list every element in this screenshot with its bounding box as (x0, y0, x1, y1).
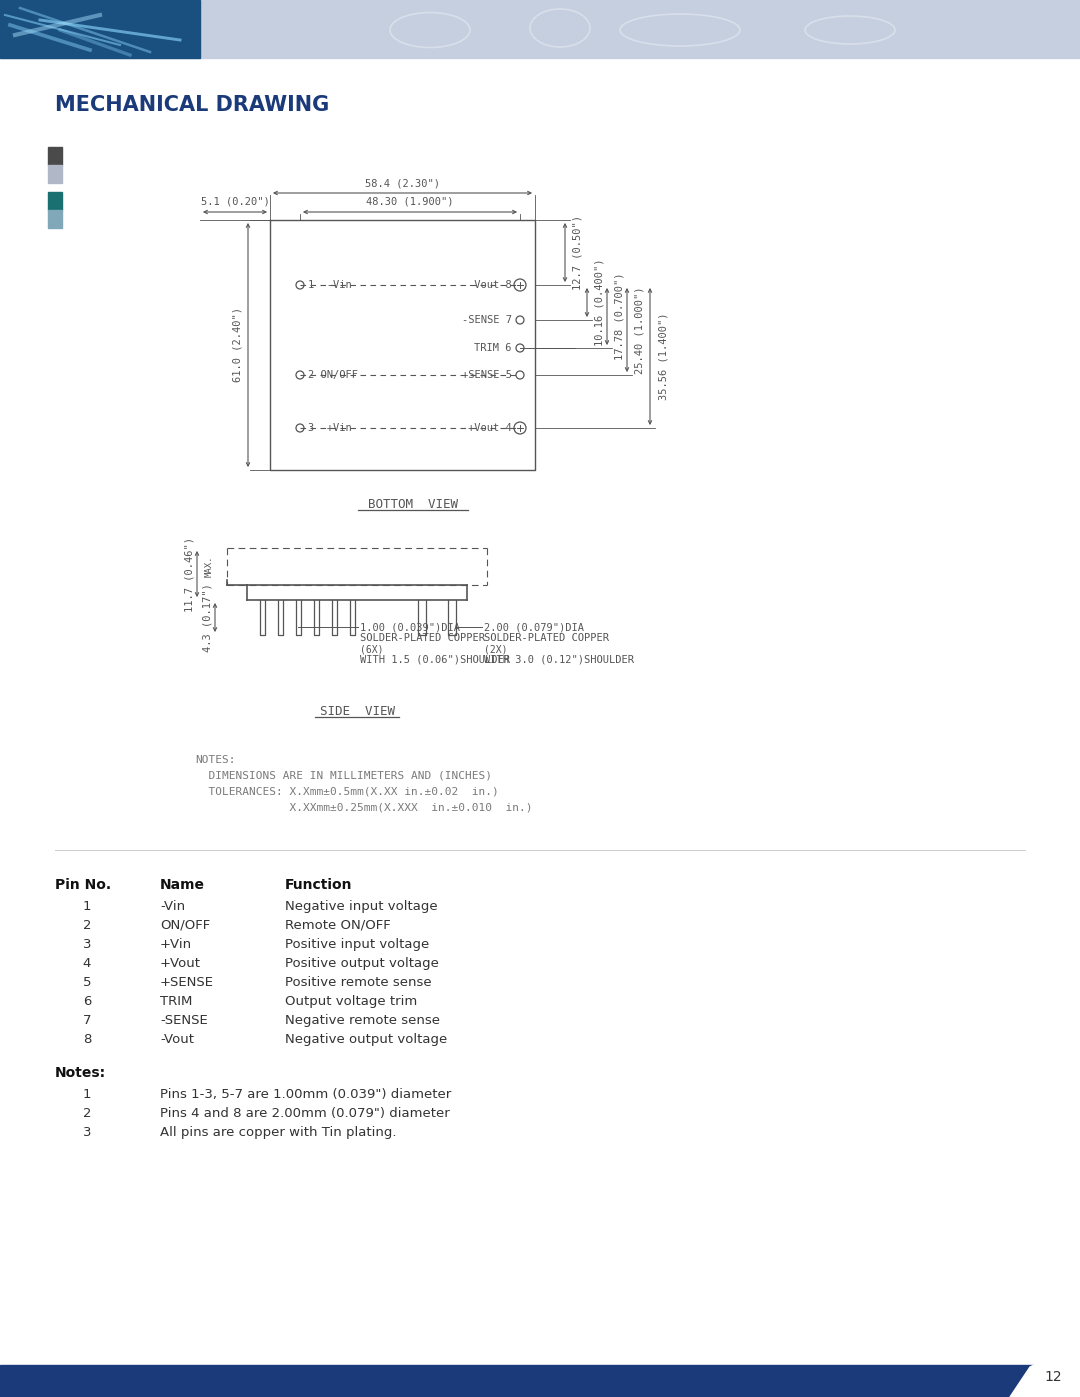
Text: Positive input voltage: Positive input voltage (285, 937, 429, 951)
Bar (0, 1365, 1080, 1397)
Text: 7: 7 (83, 1014, 91, 1027)
Text: 8: 8 (83, 1032, 91, 1046)
Text: 35.56 (1.400"): 35.56 (1.400") (658, 313, 669, 401)
Text: 3  +Vin: 3 +Vin (308, 423, 352, 433)
Bar (0, 0, 200, 59)
Text: +SENSE: +SENSE (160, 977, 214, 989)
Text: Positive output voltage: Positive output voltage (285, 957, 438, 970)
Text: BOTTOM  VIEW: BOTTOM VIEW (367, 497, 458, 511)
Text: TRIM: TRIM (160, 995, 192, 1009)
Text: 2: 2 (83, 919, 91, 932)
Text: 5.1 (0.20"): 5.1 (0.20") (201, 197, 269, 207)
Text: Positive remote sense: Positive remote sense (285, 977, 432, 989)
Text: Function: Function (285, 877, 352, 893)
Text: 12: 12 (1044, 1370, 1062, 1384)
Text: +SENSE 5: +SENSE 5 (462, 370, 512, 380)
Text: Pins 1-3, 5-7 are 1.00mm (0.039") diameter: Pins 1-3, 5-7 are 1.00mm (0.039") diamet… (160, 1088, 451, 1101)
Text: Name: Name (160, 877, 205, 893)
Text: 5: 5 (83, 977, 91, 989)
Text: TOLERANCES: X.Xmm±0.5mm(X.XX in.±0.02  in.): TOLERANCES: X.Xmm±0.5mm(X.XX in.±0.02 in… (195, 787, 499, 798)
Text: SOLDER-PLATED COPPER: SOLDER-PLATED COPPER (484, 633, 609, 643)
Text: +Vout 4: +Vout 4 (469, 423, 512, 433)
Text: Remote ON/OFF: Remote ON/OFF (285, 919, 391, 932)
Text: 10.16 (0.400"): 10.16 (0.400") (595, 258, 605, 346)
Bar (0, 0, 1080, 59)
Text: +Vin: +Vin (160, 937, 192, 951)
Text: -Vout: -Vout (160, 1032, 194, 1046)
Text: DS_H48SR1R880_06272006: DS_H48SR1R880_06272006 (55, 1387, 212, 1397)
Text: 3: 3 (83, 1126, 91, 1139)
Text: -SENSE: -SENSE (160, 1014, 207, 1027)
Text: 2.00 (0.079")DIA: 2.00 (0.079")DIA (484, 622, 584, 631)
Text: 17.78 (0.700"): 17.78 (0.700") (615, 272, 625, 360)
Text: DIMENSIONS ARE IN MILLIMETERS AND (INCHES): DIMENSIONS ARE IN MILLIMETERS AND (INCHE… (195, 771, 492, 781)
Text: Output voltage trim: Output voltage trim (285, 995, 417, 1009)
Text: Negative output voltage: Negative output voltage (285, 1032, 447, 1046)
Text: 48.30 (1.900"): 48.30 (1.900") (366, 197, 454, 207)
Text: Negative remote sense: Negative remote sense (285, 1014, 440, 1027)
Text: Notes:: Notes: (55, 1066, 106, 1080)
Text: TRIM 6: TRIM 6 (474, 344, 512, 353)
Text: -Vout 8: -Vout 8 (469, 279, 512, 291)
Text: 2: 2 (83, 1106, 91, 1120)
Text: 1  -Vin: 1 -Vin (308, 279, 352, 291)
Text: X.XXmm±0.25mm(X.XXX  in.±0.010  in.): X.XXmm±0.25mm(X.XXX in.±0.010 in.) (195, 803, 532, 813)
Text: SOLDER-PLATED COPPER: SOLDER-PLATED COPPER (360, 633, 485, 643)
Text: All pins are copper with Tin plating.: All pins are copper with Tin plating. (160, 1126, 396, 1139)
Text: 1.00 (0.039")DIA: 1.00 (0.039")DIA (360, 622, 460, 631)
Text: 4: 4 (83, 957, 91, 970)
Polygon shape (1010, 1343, 1080, 1397)
Text: NOTES:: NOTES: (195, 754, 235, 766)
Text: 61.0 (2.40"): 61.0 (2.40") (233, 307, 243, 383)
Text: WITH 3.0 (0.12")SHOULDER: WITH 3.0 (0.12")SHOULDER (484, 655, 634, 665)
Text: ON/OFF: ON/OFF (160, 919, 211, 932)
Text: 1: 1 (83, 900, 91, 914)
Bar (48, 147, 62, 165)
Text: Negative input voltage: Negative input voltage (285, 900, 437, 914)
Text: 58.4 (2.30"): 58.4 (2.30") (365, 177, 440, 189)
Text: Pin No.: Pin No. (55, 877, 111, 893)
Text: 1: 1 (83, 1088, 91, 1101)
Text: 12.7 (0.50"): 12.7 (0.50") (573, 215, 583, 291)
Text: SIDE  VIEW: SIDE VIEW (320, 705, 394, 718)
Text: MECHANICAL DRAWING: MECHANICAL DRAWING (55, 95, 329, 115)
Bar (48, 165, 62, 183)
Text: 2 ON/OFF: 2 ON/OFF (308, 370, 357, 380)
Text: 11.7 (0.46"): 11.7 (0.46") (184, 536, 194, 612)
Text: -Vin: -Vin (160, 900, 185, 914)
Text: MAX.: MAX. (205, 556, 214, 577)
Bar (48, 191, 62, 210)
Text: (6X): (6X) (360, 644, 383, 654)
Text: 6: 6 (83, 995, 91, 1009)
Text: 4.3 (0.17"): 4.3 (0.17") (202, 583, 212, 652)
Text: (2X): (2X) (484, 644, 508, 654)
Text: +Vout: +Vout (160, 957, 201, 970)
Text: 25.40 (1.000"): 25.40 (1.000") (635, 286, 645, 374)
Text: WITH 1.5 (0.06")SHOULDER: WITH 1.5 (0.06")SHOULDER (360, 655, 510, 665)
Bar (48, 210, 62, 228)
Text: Pins 4 and 8 are 2.00mm (0.079") diameter: Pins 4 and 8 are 2.00mm (0.079") diamete… (160, 1106, 449, 1120)
Text: 3: 3 (83, 937, 91, 951)
Text: -SENSE 7: -SENSE 7 (462, 314, 512, 326)
